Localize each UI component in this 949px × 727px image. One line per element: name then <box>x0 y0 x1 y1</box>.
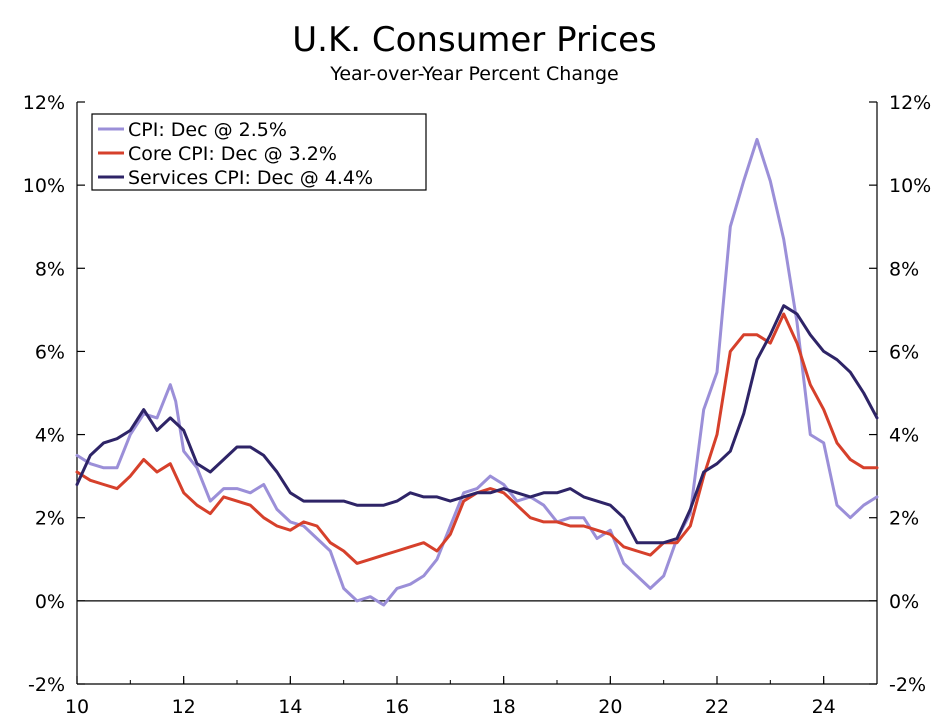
x-tick-label: 10 <box>65 696 89 718</box>
x-tick-label: 20 <box>598 696 622 718</box>
y-tick-label-left: 0% <box>35 591 65 613</box>
y-tick-label-right: 10% <box>889 175 931 197</box>
y-tick-label-right: 12% <box>889 92 931 114</box>
y-tick-label-right: -2% <box>889 674 926 696</box>
y-tick-label-right: 2% <box>889 508 919 530</box>
x-tick-label: 22 <box>705 696 729 718</box>
y-tick-label-left: 6% <box>35 341 65 363</box>
x-tick-label: 18 <box>492 696 516 718</box>
y-tick-label-right: 6% <box>889 341 919 363</box>
y-tick-label-right: 0% <box>889 591 919 613</box>
series-line-2 <box>75 312 879 565</box>
y-tick-label-left: 2% <box>35 508 65 530</box>
y-tick-label-left: 10% <box>23 175 65 197</box>
series-line-3 <box>75 304 879 545</box>
chart-subtitle: Year-over-Year Percent Change <box>330 63 619 85</box>
y-tick-label-left: 4% <box>35 425 65 447</box>
x-tick-label: 12 <box>172 696 196 718</box>
series-line-1 <box>75 137 879 607</box>
legend-box <box>91 113 427 191</box>
x-tick-label: 24 <box>812 696 836 718</box>
y-tick-label-left: 8% <box>35 258 65 280</box>
y-tick-label-right: 8% <box>889 258 919 280</box>
chart-axes: -2% -2% 0% 0% 2% 2% 4% 4% 6% 6% 8% 8% 10% 10% 12% 12% 10… <box>23 92 931 718</box>
chart-series <box>75 137 879 607</box>
legend-label: Core CPI: Dec @ 3.2% <box>128 143 337 165</box>
legend-label: Services CPI: Dec @ 4.4% <box>128 167 373 189</box>
chart-title: U.K. Consumer Prices <box>292 20 657 60</box>
legend-label: CPI: Dec @ 2.5% <box>128 119 287 141</box>
x-tick-label: 16 <box>385 696 409 718</box>
chart-legend: CPI: Dec @ 2.5%Core CPI: Dec @ 3.2%Servi… <box>91 113 427 191</box>
y-tick-label-left: 12% <box>23 92 65 114</box>
y-tick-label-right: 4% <box>889 425 919 447</box>
y-tick-label-left: -2% <box>28 674 65 696</box>
x-tick-label: 14 <box>278 696 302 718</box>
